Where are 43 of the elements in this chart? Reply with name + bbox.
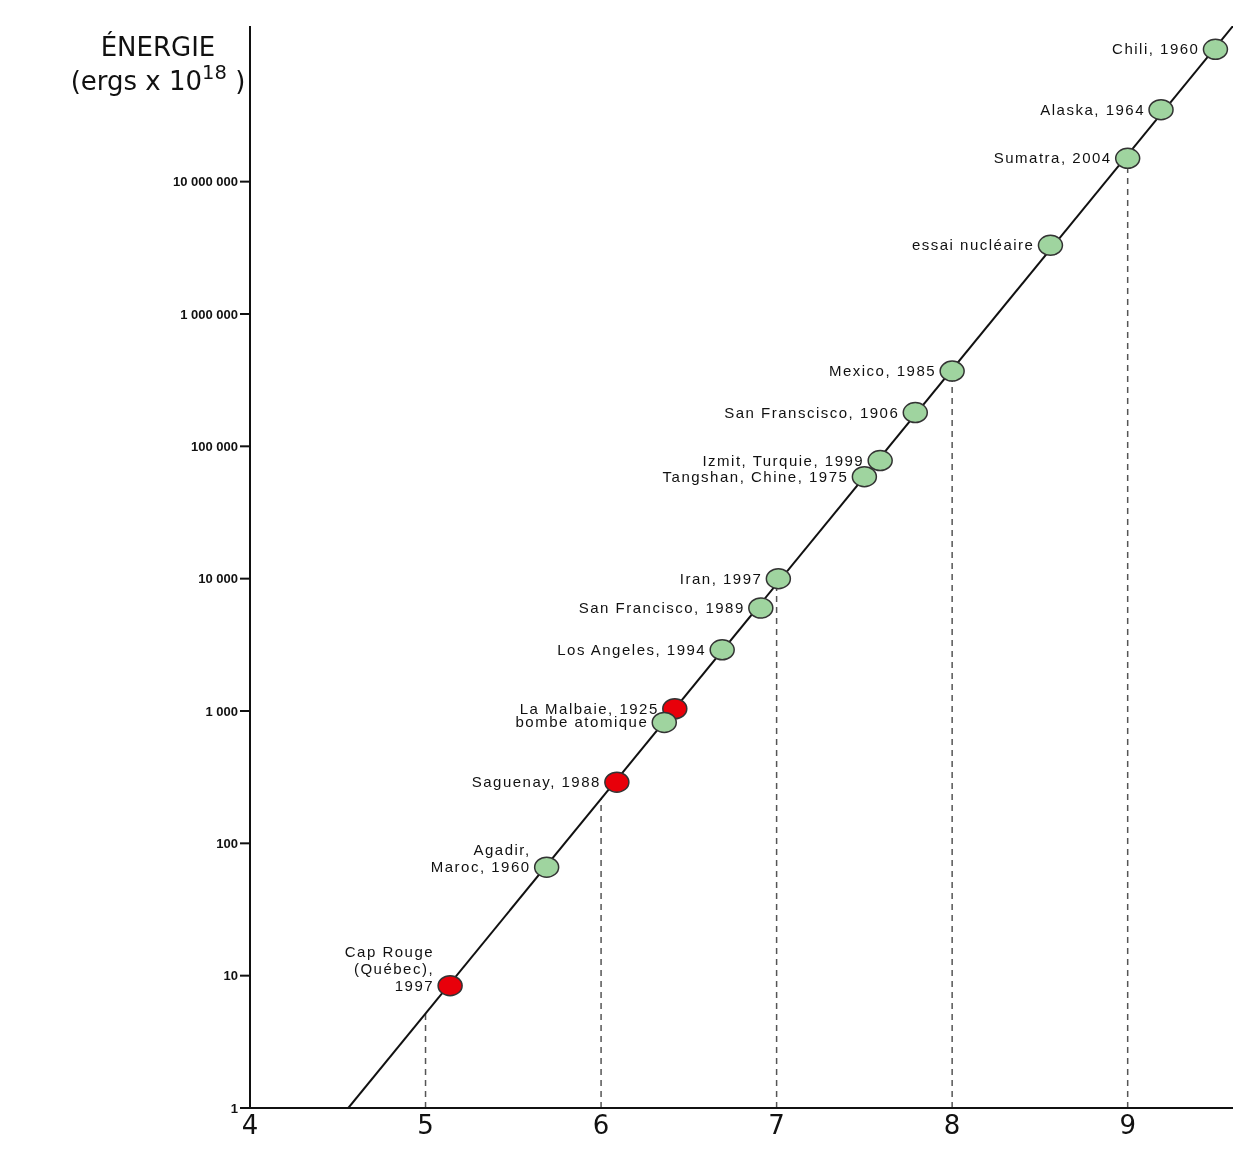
x-tick-label: 9 (1119, 1110, 1136, 1141)
point (1114, 147, 1141, 170)
point (748, 597, 774, 619)
point (867, 449, 893, 472)
y-tick-label: 10 000 (198, 571, 238, 587)
y-tick-label: 1 (230, 1100, 238, 1116)
series-label: La Malbaie, 1925 (519, 699, 659, 717)
point (1202, 38, 1229, 61)
series-label: Los Angeles, 1994 (557, 640, 707, 658)
series-label: San Francisco, 1989 (578, 599, 745, 617)
y-tick-label: 10 (223, 968, 238, 984)
x-tick-label: 8 (943, 1110, 961, 1141)
y-tick-label: 10 000 000 (172, 174, 238, 190)
y-tick-label: 1 000 000 (180, 306, 238, 322)
point (437, 974, 463, 997)
y-tick-label: 100 (216, 835, 238, 851)
y-axis-title: ÉNERGIE (ergs x 10$^{18}$ ) (70, 31, 246, 96)
series-label: San Franscisco, 1906 (724, 403, 900, 421)
x-tick-label: 6 (592, 1110, 610, 1141)
series-label: Alaska, 1964 (1040, 100, 1146, 118)
point (765, 567, 792, 590)
point (1148, 98, 1174, 121)
point (604, 771, 630, 793)
series-label: Chili, 1960 (1112, 40, 1200, 58)
x-tick-label: 5 (417, 1110, 434, 1141)
point (939, 360, 965, 382)
x-tick-label: 7 (768, 1110, 785, 1141)
point (902, 401, 929, 424)
series-label: Mexico, 1985 (828, 362, 937, 380)
point (1037, 234, 1064, 257)
x-tick-label: 4 (241, 1110, 259, 1141)
series-label: essai nucléaire (911, 236, 1035, 254)
point (851, 465, 878, 488)
point (709, 639, 735, 661)
y-tick-label: 100 000 (191, 438, 238, 454)
series-label: Agadir, Maroc, 1960 (430, 841, 531, 876)
series-label: Cap Rouge (Québec), 1997 (344, 942, 435, 994)
y-tick-label: 1 000 (205, 703, 238, 719)
series-label: Izmit, Turquie, 1999 (702, 451, 865, 469)
series-label: Saguenay, 1988 (471, 773, 601, 791)
point (533, 856, 560, 878)
series-label: Sumatra, 2004 (993, 149, 1112, 167)
series-label: Iran, 1997 (679, 569, 763, 587)
